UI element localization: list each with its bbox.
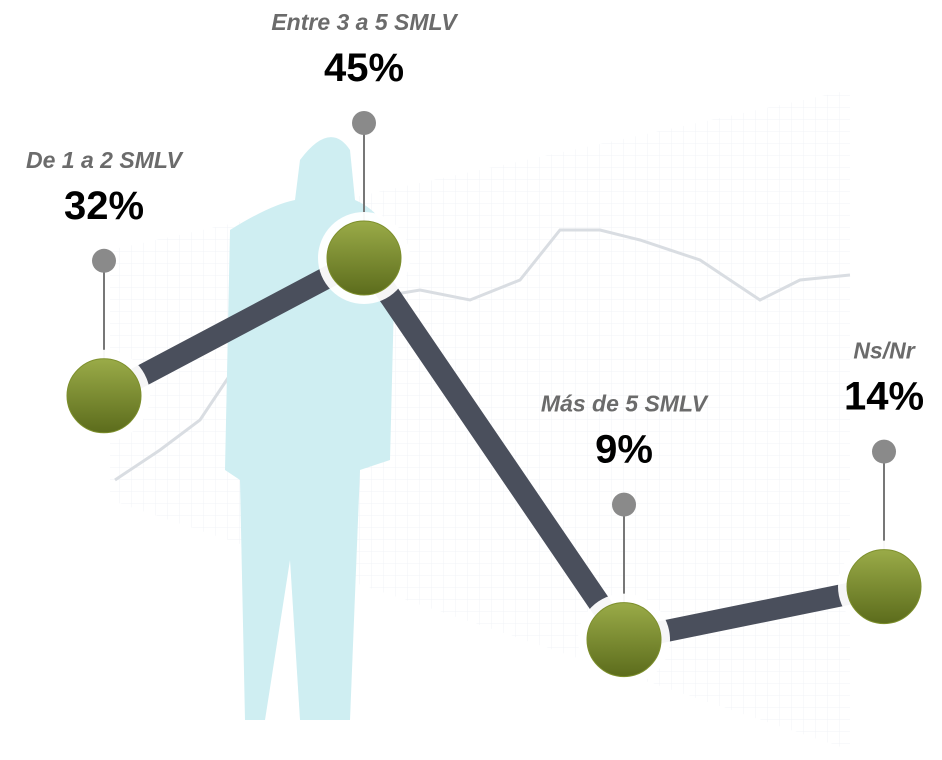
category-label: Ns/Nr [853,338,915,364]
pin-head [92,248,116,273]
pin-head [872,439,896,464]
value-label: 32% [64,184,144,228]
value-label: 9% [595,428,653,472]
marker [846,549,922,625]
marker [586,602,662,678]
pin-head [352,111,376,135]
value-label: 14% [844,375,924,419]
value-label: 45% [324,46,404,90]
category-label: Entre 3 a 5 SMLV [271,9,458,35]
line [98,243,887,652]
marker [326,220,402,296]
category-label: De 1 a 2 SMLV [26,147,184,173]
pin-head [612,492,636,517]
category-label: Más de 5 SMLV [541,391,709,417]
marker [66,358,142,434]
